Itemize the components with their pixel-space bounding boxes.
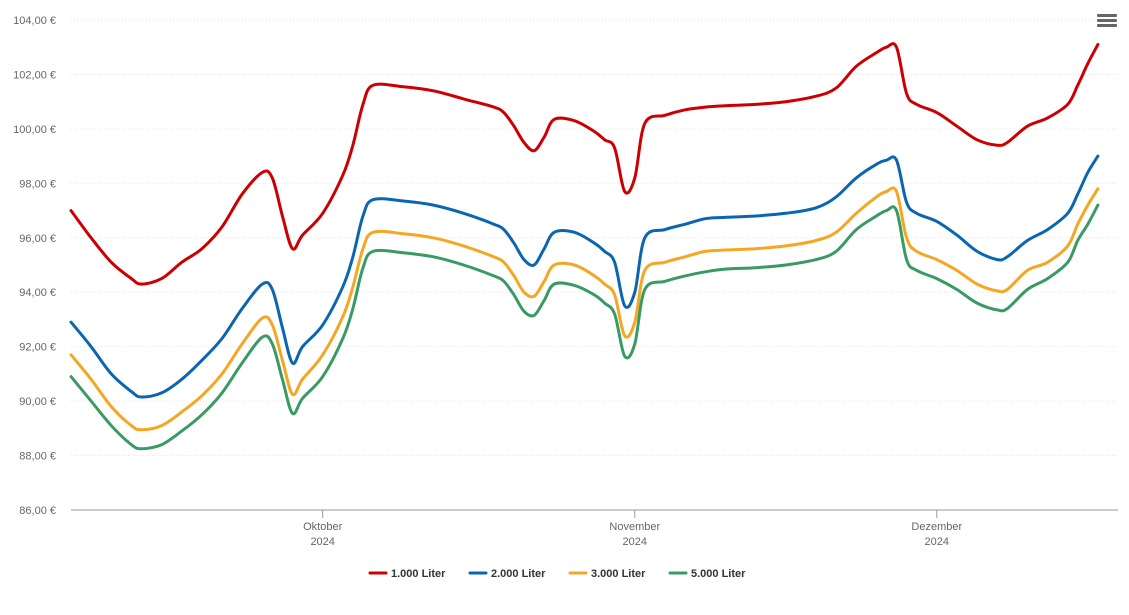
y-tick-label: 96,00 € [19,233,56,245]
series-line [69,42,1100,286]
legend-item[interactable]: 1.000 Liter [368,568,446,580]
legend-label: 1.000 Liter [391,568,446,580]
series-lines [69,42,1100,451]
x-tick-label-year: 2024 [310,536,334,548]
y-tick-label: 102,00 € [13,69,56,81]
y-tick-label: 88,00 € [19,451,56,463]
series-line [69,203,1100,451]
series-line [69,186,1100,432]
y-axis-labels: 86,00 € 88,00 € 90,00 € 92,00 € 94,00 € 96,00… [13,15,56,517]
grid-lines [71,19,1118,457]
x-tick-label-month: November [609,521,660,533]
y-tick-label: 94,00 € [19,287,56,299]
y-tick-label: 100,00 € [13,124,56,136]
legend-item[interactable]: 3.000 Liter [568,568,646,580]
x-tick-label-month: Dezember [911,521,962,533]
y-tick-label: 92,00 € [19,342,56,354]
x-tick-label-year: 2024 [623,536,647,548]
legend-label: 5.000 Liter [691,568,746,580]
x-axis-labels: Oktober 2024 November 2024 Dezember 2024 [303,510,962,548]
legend-label: 3.000 Liter [591,568,646,580]
y-tick-label: 90,00 € [19,396,56,408]
x-tick-label-year: 2024 [925,536,949,548]
x-tick-label-month: Oktober [303,521,342,533]
legend-item[interactable]: 5.000 Liter [668,568,746,580]
series-line [69,154,1100,399]
hamburger-menu-icon[interactable] [1097,14,1117,30]
legend-label: 2.000 Liter [491,568,546,580]
y-tick-label: 86,00 € [19,505,56,517]
y-tick-label: 98,00 € [19,178,56,190]
legend-item[interactable]: 2.000 Liter [468,568,546,580]
y-tick-label: 104,00 € [13,15,56,27]
legend: 1.000 Liter 2.000 Liter 3.000 Liter 5.000 L… [368,568,746,580]
